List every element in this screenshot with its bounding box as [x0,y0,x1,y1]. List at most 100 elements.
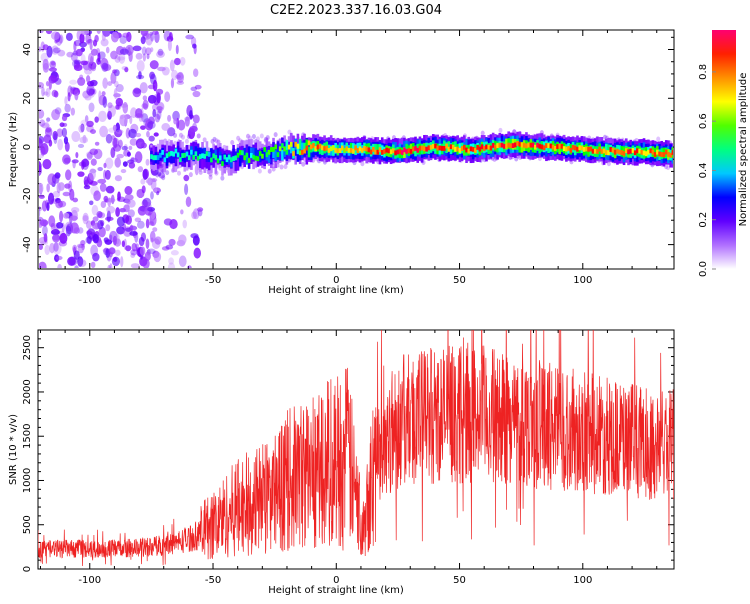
ridge-cell [498,142,502,148]
noise-cell [120,256,124,268]
noise-cell [190,233,199,239]
ridge-cell [438,145,442,151]
noise-cell [107,197,112,207]
noise-cell [129,231,138,236]
colorbar-tick-label: 0.8 [698,64,709,80]
noise-cell [136,141,145,148]
noise-cell [129,138,138,146]
noise-cell [184,183,189,196]
ridge-cell [582,146,586,152]
noise-cell [103,195,109,203]
ridge-cell [250,147,253,159]
spec-ylabel: Frequency (Hz) [8,112,19,188]
ridge-cell [212,153,215,159]
noise-cell [166,35,174,42]
noise-cell [126,31,132,43]
ridge-cell [573,145,577,151]
ridge-cell [154,155,158,161]
ridge-cell [221,154,224,165]
noise-cell [127,159,135,164]
noise-cell [145,47,152,56]
noise-cell [183,174,190,182]
spec-ytick-label: 40 [22,43,33,56]
noise-cell [41,200,48,212]
noise-cell [126,151,131,157]
noise-cell [105,133,113,144]
noise-cell [79,33,85,44]
ridge-cell [469,146,473,152]
noise-cell [78,124,85,133]
noise-cell [88,88,95,95]
noise-cell [167,127,176,137]
noise-cell [39,164,42,176]
noise-cell [86,230,93,235]
ridge-cell [627,149,630,155]
ridge-cell [416,147,420,153]
noise-cell [96,211,103,219]
noise-cell [104,169,111,180]
ridge-halo-cell [184,138,189,144]
noise-cell [73,250,80,260]
noise-cell [39,206,43,212]
ridge-cell [349,147,353,153]
noise-cell [77,143,85,149]
noise-cell [157,48,164,56]
ridge-cell [551,144,555,150]
ridge-cell [267,151,271,163]
noise-cell [136,220,145,229]
ridge-cell [540,144,544,150]
noise-cell [39,81,45,89]
ridge-halo-cell [157,171,162,177]
ridge-cell [591,148,595,154]
ridge-cell [223,154,227,160]
ridge-cell [190,149,193,155]
noise-cell [139,82,148,94]
snr-xlabel: Height of straight line (km) [268,585,404,596]
noise-cell [115,84,124,93]
noise-cell [107,102,113,109]
spec-ytick-label: 20 [22,92,33,105]
noise-cell [192,90,201,98]
ridge-cell [662,152,666,158]
ridge-cell [340,145,344,151]
ridge-halo-cell [259,133,264,139]
noise-cell [46,201,50,212]
noise-cell [46,117,51,122]
noise-cell [164,91,171,103]
noise-cell [185,34,195,40]
noise-cell [113,88,118,100]
ridge-cell [258,151,262,163]
ridge-halo-cell [283,164,288,170]
noise-cell [74,265,79,268]
noise-cell [52,190,61,198]
ridge-halo-cell [188,172,193,178]
ridge-cell [329,146,333,152]
ridge-cell [622,151,626,157]
ridge-halo-cell [161,175,166,181]
ridge-halo-cell [196,133,201,139]
ridge-cell [321,145,324,151]
noise-cell [58,182,65,191]
noise-cell [73,41,77,52]
ridge-cell [602,148,606,154]
ridge-cell [456,146,459,152]
noise-cell [48,139,53,147]
noise-cell [103,162,107,169]
noise-cell [100,58,109,70]
noise-cell [51,45,59,55]
ridge-cell [383,148,386,154]
ridge-cell [609,147,613,152]
noise-cell [106,205,116,214]
noise-cell [102,77,108,89]
ridge-cell [660,152,664,157]
noise-cell [80,31,90,36]
noise-cell [145,179,153,184]
ridge-cell [374,143,377,155]
ridge-cell [380,149,384,155]
ridge-cell [482,145,486,151]
ridge-halo-cell [220,175,225,181]
noise-cell [156,108,162,120]
ridge-cell [152,155,156,161]
noise-cell [125,215,132,225]
ridge-cell [593,148,597,154]
